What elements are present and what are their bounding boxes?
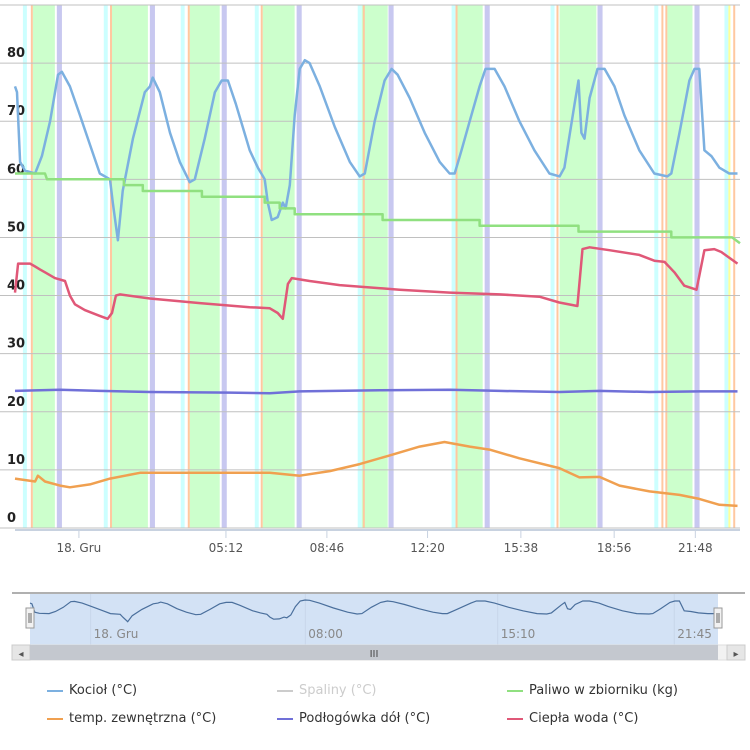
scrollbar-grip[interactable]: III: [370, 649, 379, 660]
plot-band-green: [189, 5, 220, 528]
legend-item[interactable]: Podłogówka dół (°C): [277, 711, 430, 726]
x-tick-label: 08:46: [310, 541, 345, 555]
plot-band-purple: [484, 5, 490, 528]
plot-band-green: [262, 5, 295, 528]
legend-label: Ciepła woda (°C): [529, 711, 639, 726]
plot-band-green: [111, 5, 148, 528]
legend-swatch-icon: [277, 717, 293, 720]
plot-band-green: [457, 5, 483, 528]
plot-band-purple: [221, 5, 227, 528]
series-line-0: [13, 58, 738, 242]
y-tick-label: 20: [7, 395, 25, 410]
plot-band-green: [32, 5, 55, 528]
legend-item[interactable]: Ciepła woda (°C): [507, 711, 638, 726]
series-line-3: [14, 440, 738, 508]
x-tick-label: 21:48: [678, 541, 713, 555]
navigator-left-handle[interactable]: [25, 607, 35, 629]
plot-band-orange: [661, 5, 664, 528]
navigator[interactable]: 18. Gru 08:00 15:10 21:45: [12, 592, 745, 645]
y-tick-label: 70: [7, 104, 25, 119]
plot-band-cyan: [451, 5, 456, 528]
navigator-tick-label: 21:45: [677, 627, 712, 641]
plot-band-purple: [149, 5, 155, 528]
scrollbar-thumb[interactable]: [30, 645, 718, 660]
series-line-2: [15, 172, 741, 245]
plot-band-orange: [30, 5, 33, 528]
y-tick-label: 10: [7, 453, 25, 468]
plot-band-cyan: [103, 5, 108, 528]
legend-swatch-icon: [47, 689, 63, 692]
arrow-left-icon[interactable]: ◂: [18, 649, 23, 660]
legend-label: temp. zewnętrzna (°C): [69, 711, 217, 726]
plot-band-purple: [56, 5, 62, 528]
plot-band-purple: [597, 5, 603, 528]
plot-band-cyan: [654, 5, 659, 528]
plot-band-purple: [694, 5, 700, 528]
plot-band-purple: [296, 5, 302, 528]
plot-band-cyan: [180, 5, 185, 528]
series-line-4: [14, 388, 738, 395]
navigator-tick-label: 18. Gru: [94, 627, 139, 641]
legend-item[interactable]: temp. zewnętrzna (°C): [47, 711, 216, 726]
y-tick-label: 50: [7, 220, 25, 235]
navigator-series-line: [29, 599, 716, 623]
plot-band-orange: [733, 5, 736, 528]
plot-bands: [22, 5, 736, 528]
plot-band-orange: [556, 5, 559, 528]
plot-band-cyan: [254, 5, 259, 528]
plot-band-cyan: [724, 5, 729, 528]
legend-label: Paliwo w zbiorniku (kg): [529, 683, 678, 698]
x-tick-label: 12:20: [410, 541, 445, 555]
series-lines: [13, 58, 741, 508]
legend-item[interactable]: Paliwo w zbiorniku (kg): [507, 683, 678, 698]
plot-band-purple: [388, 5, 394, 528]
plot-band-orange: [260, 5, 263, 528]
plot-band-cyan: [550, 5, 555, 528]
scrollbar[interactable]: ◂ III ▸: [11, 644, 746, 661]
legend-label: Spaliny (°C): [299, 683, 377, 698]
legend-item[interactable]: Spaliny (°C): [277, 683, 376, 698]
legend-swatch-icon: [47, 717, 63, 720]
legend-swatch-icon: [277, 689, 293, 692]
y-tick-label: 0: [7, 511, 16, 526]
x-axis: 18. Gru 05:12 08:46 12:20 15:38 18:56 21:48: [15, 529, 740, 555]
x-tick-label: 05:12: [209, 541, 244, 555]
legend-label: Podłogówka dół (°C): [299, 711, 431, 726]
navigator-tick-label: 08:00: [308, 627, 343, 641]
plot-band-orange: [187, 5, 190, 528]
scroll-right-button[interactable]: [726, 644, 746, 661]
plot-band-cyan: [357, 5, 362, 528]
plot-band-yellow: [728, 5, 731, 528]
navigator-tick-label: 15:10: [501, 627, 536, 641]
x-tick-label: 18:56: [597, 541, 632, 555]
legend-item[interactable]: Kocioł (°C): [47, 683, 137, 698]
x-tick-label: 15:38: [504, 541, 539, 555]
x-tick-label: 18. Gru: [57, 541, 102, 555]
y-tick-label: 80: [7, 46, 25, 61]
legend-swatch-icon: [507, 689, 523, 692]
navigator-right-handle[interactable]: [713, 607, 723, 629]
plot-band-orange: [362, 5, 365, 528]
y-tick-label: 30: [7, 337, 25, 352]
plot-band-orange: [455, 5, 458, 528]
plot-band-cyan: [22, 5, 27, 528]
legend-swatch-icon: [507, 717, 523, 720]
legend-label: Kocioł (°C): [69, 683, 138, 698]
navigator-selected-range[interactable]: [30, 594, 718, 645]
plot-band-orange: [665, 5, 668, 528]
plot-band-green: [361, 5, 388, 528]
arrow-right-icon[interactable]: ▸: [733, 649, 738, 660]
plot-band-orange: [110, 5, 113, 528]
series-line-5: [13, 246, 739, 321]
